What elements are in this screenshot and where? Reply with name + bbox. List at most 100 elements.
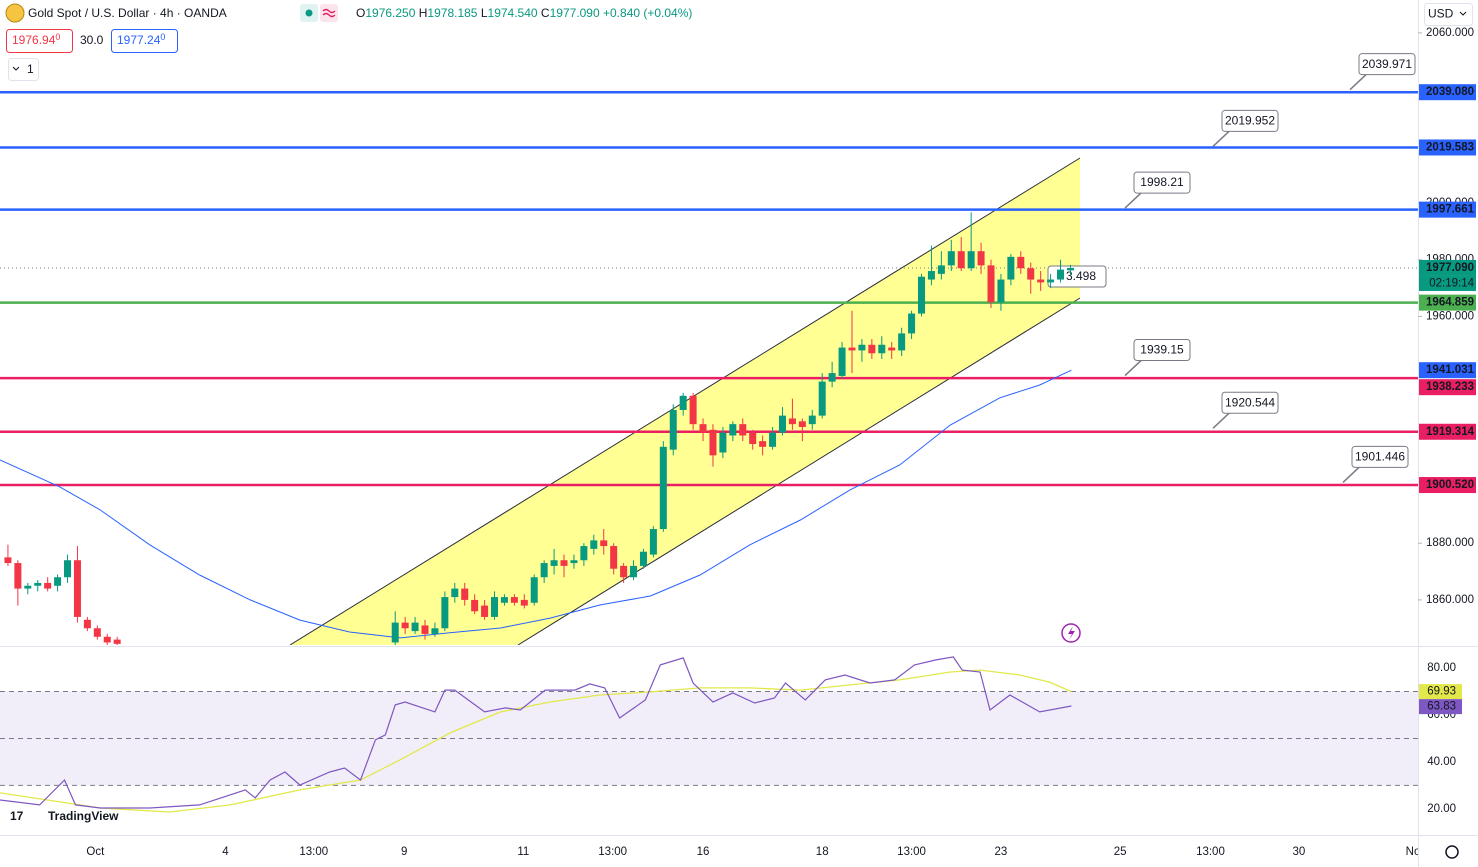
candle-body	[649, 529, 657, 555]
candle-body	[997, 279, 1005, 303]
x-tick-label: 25	[1114, 846, 1127, 858]
level-label-bg	[1419, 84, 1476, 101]
candle-body	[937, 265, 945, 274]
candle-body	[630, 565, 638, 578]
candle-body	[769, 432, 777, 447]
candle-body	[510, 597, 518, 603]
x-tick-label: 13:00	[897, 846, 926, 858]
x-tick-label: 9	[401, 846, 407, 858]
candle-body	[610, 546, 618, 569]
candle-body	[679, 395, 687, 410]
y-tick-label: 2060.000	[1426, 27, 1474, 39]
callout-text: 2039.971	[1362, 57, 1412, 71]
candle-body	[113, 639, 121, 644]
x-tick-label: 4	[222, 846, 229, 858]
candle-body	[967, 251, 975, 269]
candle-body	[44, 582, 52, 589]
indicators-toggle[interactable]	[8, 58, 39, 81]
candle-body	[808, 415, 816, 425]
level-label-bg	[1419, 139, 1476, 156]
candle-body	[550, 560, 558, 566]
chevron	[12, 66, 20, 71]
logo[interactable]: TradingView	[48, 809, 119, 823]
candle-body	[451, 588, 459, 598]
settings-icon[interactable]	[1445, 845, 1459, 859]
candle-body	[639, 551, 647, 566]
candle-body	[441, 597, 449, 629]
candle-body	[560, 560, 568, 566]
rsi-tick-label: 20.00	[1427, 803, 1456, 815]
symbol-icon	[5, 3, 25, 23]
y-tick-label: 1880.000	[1426, 537, 1474, 549]
candle-body	[600, 540, 608, 547]
candle-body	[828, 373, 836, 382]
indicators-count: 1	[27, 62, 34, 76]
level-label: 1964.859	[1426, 297, 1474, 309]
ohlc-value: 1978.185	[427, 6, 477, 20]
callout-box	[1221, 109, 1279, 132]
currency: USD	[1428, 7, 1454, 21]
candle-body	[64, 560, 72, 578]
candle-body	[918, 276, 926, 314]
candle-body	[898, 333, 906, 351]
last-price-label-bg	[1419, 259, 1476, 276]
candle-body	[83, 619, 91, 629]
event-bolt	[1068, 626, 1075, 640]
level-label: 1919.314	[1426, 426, 1475, 438]
ohlc-key: H	[419, 6, 428, 20]
data-delay[interactable]	[320, 4, 338, 22]
rsi-ma-label-bg	[1419, 684, 1462, 700]
symbol-title[interactable]: Gold Spot / U.S. Dollar · 4h · OANDA	[28, 6, 227, 20]
candle-body	[778, 415, 786, 433]
level-label: 1938.233	[1426, 381, 1474, 393]
candle-body	[4, 557, 12, 564]
ohlc-legend: O1976.250 H1978.185 L1974.540 C1977.090 …	[356, 6, 692, 20]
delay-icon	[322, 8, 336, 18]
x-tick-label: 16	[697, 846, 710, 858]
candle-body	[659, 446, 667, 530]
rsi-tick-label: 80.00	[1427, 662, 1456, 674]
candle-body	[878, 344, 886, 354]
ohlc-value: 1977.090	[550, 6, 600, 20]
candle-body	[54, 577, 62, 586]
candle-body	[739, 424, 747, 436]
candle-body	[530, 577, 538, 603]
candle-body	[709, 429, 717, 456]
callout-pointer	[1212, 129, 1231, 147]
callout-box	[1221, 391, 1279, 414]
rsi-label: 63.83	[1427, 701, 1456, 713]
level-label: 2019.583	[1426, 142, 1474, 154]
candle-body	[93, 628, 101, 637]
candle-body	[103, 636, 111, 643]
candle-body	[669, 409, 677, 450]
buy-sup: 0	[160, 32, 165, 42]
callout-text: 2019.952	[1225, 114, 1275, 128]
candle-body	[699, 424, 707, 433]
countdown-bg	[1419, 275, 1476, 291]
callout-box	[1351, 445, 1409, 468]
logo-mark: 17	[10, 809, 24, 823]
ohlc-change: +0.840 (+0.04%)	[603, 6, 692, 20]
x-tick-label: 11	[517, 846, 529, 858]
candle-body	[947, 251, 955, 266]
currency-button[interactable]	[1424, 3, 1473, 26]
candle-body	[34, 582, 42, 586]
candle-body	[24, 585, 32, 589]
last-price-label: 1977.090	[1426, 262, 1474, 274]
candle-body	[620, 565, 628, 578]
candle-body	[977, 251, 985, 266]
sell-value: 1976.94	[12, 33, 56, 47]
buy-button[interactable]	[111, 29, 178, 53]
sell-button[interactable]	[6, 29, 73, 53]
sell-price: 1976.940	[12, 32, 60, 47]
channel-lower	[517, 297, 1081, 645]
callout-pointer	[1342, 465, 1361, 483]
candle-body	[689, 395, 697, 425]
candle-body	[1027, 268, 1035, 280]
candle-body	[927, 271, 935, 280]
partial-callout: 3.498	[1047, 265, 1107, 288]
callout-box	[1133, 339, 1191, 362]
rsi-ma-line	[0, 669, 1072, 813]
candle-body	[481, 605, 489, 617]
